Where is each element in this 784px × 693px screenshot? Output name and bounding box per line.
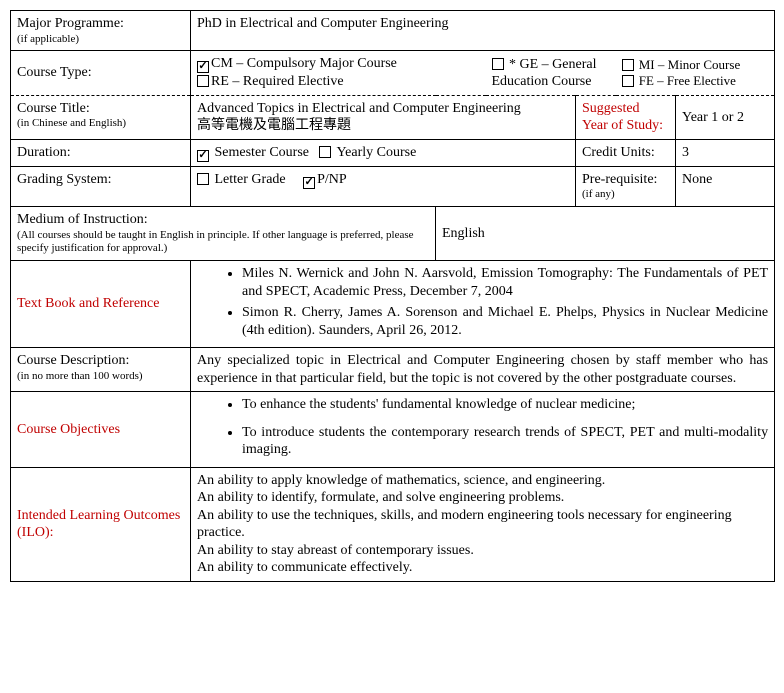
text-pnp: P/NP — [317, 172, 347, 187]
course-type-col2: * GE – General Education Course — [486, 51, 616, 96]
value-major-programme: PhD in Electrical and Computer Engineeri… — [191, 11, 775, 51]
row-grading: Grading System: Letter Grade ✓P/NP Pre-r… — [11, 166, 775, 206]
course-type-col1: ✓CM – Compulsory Major Course RE – Requi… — [191, 51, 486, 96]
checkbox-cm: ✓ — [197, 61, 209, 73]
value-course-title: Advanced Topics in Electrical and Comput… — [191, 95, 576, 139]
text-semester: Semester Course — [215, 145, 309, 160]
label-medium: Medium of Instruction: (All courses shou… — [11, 207, 436, 261]
label-course-title: Course Title: (in Chinese and English) — [11, 95, 191, 139]
label-major-programme: Major Programme: (if applicable) — [11, 11, 191, 51]
label-description: Course Description: (in no more than 100… — [11, 348, 191, 392]
ilo-item: An ability to communicate effectively. — [197, 559, 768, 577]
label-grading: Grading System: — [11, 166, 191, 206]
checkbox-pnp: ✓ — [303, 177, 315, 189]
checkbox-yearly — [319, 146, 331, 158]
ilo-item: An ability to identify, formulate, and s… — [197, 489, 768, 507]
title-en: Advanced Topics in Electrical and Comput… — [197, 100, 569, 118]
course-info-table: Major Programme: (if applicable) PhD in … — [10, 10, 775, 582]
value-ilo: An ability to apply knowledge of mathema… — [191, 467, 775, 581]
row-description: Course Description: (in no more than 100… — [11, 348, 775, 392]
value-duration: ✓ Semester Course Yearly Course — [191, 139, 576, 166]
sy1: Suggested — [582, 101, 640, 116]
ilo-item: An ability to use the techniques, skills… — [197, 507, 768, 542]
label-duration: Duration: — [11, 139, 191, 166]
medium-sub: (All courses should be taught in English… — [17, 229, 429, 257]
label-objectives: Course Objectives — [11, 392, 191, 468]
label-textbook: Text Book and Reference — [11, 261, 191, 348]
objective-item: To enhance the students' fundamental kno… — [242, 396, 768, 414]
value-prereq: None — [676, 166, 775, 206]
label-prereq: Pre-requisite: (if any) — [576, 166, 676, 206]
checkbox-ge — [492, 58, 504, 70]
label-sub: (in Chinese and English) — [17, 117, 184, 131]
objectives-list: To enhance the students' fundamental kno… — [197, 396, 768, 459]
course-type-col3: MI – Minor Course FE – Free Elective — [616, 51, 775, 96]
text-cm: CM – Compulsory Major Course — [211, 56, 397, 71]
prereq-sub: (if any) — [582, 188, 669, 202]
row-objectives: Course Objectives To enhance the student… — [11, 392, 775, 468]
text-mi: MI – Minor Course — [639, 57, 740, 72]
label-text: Course Title: — [17, 101, 90, 116]
medium-label: Medium of Instruction: — [17, 212, 148, 227]
row-major-programme: Major Programme: (if applicable) PhD in … — [11, 11, 775, 51]
label-sub: (if applicable) — [17, 33, 184, 47]
value-description: Any specialized topic in Electrical and … — [191, 348, 775, 392]
value-textbook: Miles N. Wernick and John N. Aarsvold, E… — [191, 261, 775, 348]
text-yearly: Yearly Course — [336, 145, 416, 160]
value-suggested-year: Year 1 or 2 — [676, 95, 775, 139]
value-grading: Letter Grade ✓P/NP — [191, 166, 576, 206]
textbook-item: Simon R. Cherry, James A. Sorenson and M… — [242, 304, 768, 339]
checkbox-fe — [622, 75, 634, 87]
desc-label: Course Description: — [17, 353, 129, 368]
objective-item: To introduce students the contemporary r… — [242, 424, 768, 459]
label-credit: Credit Units: — [576, 139, 676, 166]
text-ge: * GE – General Education Course — [492, 57, 597, 90]
sy2: Year of Study: — [582, 118, 663, 133]
checkbox-re — [197, 75, 209, 87]
textbook-item: Miles N. Wernick and John N. Aarsvold, E… — [242, 265, 768, 300]
row-ilo: Intended Learning Outcomes (ILO): An abi… — [11, 467, 775, 581]
row-course-title: Course Title: (in Chinese and English) A… — [11, 95, 775, 139]
value-credit: 3 — [676, 139, 775, 166]
text-letter: Letter Grade — [215, 172, 286, 187]
label-course-type: Course Type: — [11, 51, 191, 96]
ilo-item: An ability to stay abreast of contempora… — [197, 542, 768, 560]
ilo-item: An ability to apply knowledge of mathema… — [197, 472, 768, 490]
text-fe: FE – Free Elective — [639, 73, 736, 88]
label-text: Major Programme: — [17, 16, 124, 31]
title-zh: 高等電機及電腦工程專題 — [197, 117, 569, 135]
value-objectives: To enhance the students' fundamental kno… — [191, 392, 775, 468]
label-ilo: Intended Learning Outcomes (ILO): — [11, 467, 191, 581]
textbook-list: Miles N. Wernick and John N. Aarsvold, E… — [197, 265, 768, 339]
row-duration: Duration: ✓ Semester Course Yearly Cours… — [11, 139, 775, 166]
row-course-type: Course Type: ✓CM – Compulsory Major Cour… — [11, 51, 775, 96]
prereq-label: Pre-requisite: — [582, 172, 657, 187]
text-re: RE – Required Elective — [211, 74, 344, 89]
checkbox-semester: ✓ — [197, 150, 209, 162]
checkbox-letter — [197, 173, 209, 185]
row-textbook: Text Book and Reference Miles N. Wernick… — [11, 261, 775, 348]
value-medium: English — [436, 207, 775, 261]
desc-sub: (in no more than 100 words) — [17, 370, 184, 384]
label-suggested-year: Suggested Year of Study: — [576, 95, 676, 139]
row-medium: Medium of Instruction: (All courses shou… — [11, 207, 775, 261]
checkbox-mi — [622, 59, 634, 71]
